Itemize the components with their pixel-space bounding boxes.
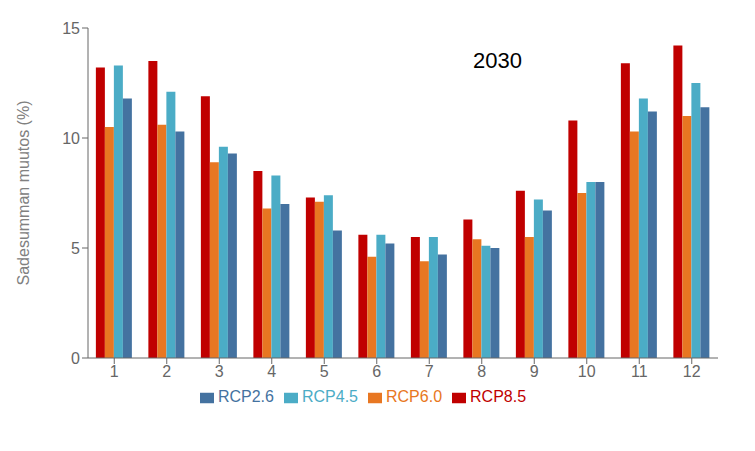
svg-text:6: 6	[372, 363, 381, 380]
svg-text:Sadesumman muutos (%): Sadesumman muutos (%)	[15, 101, 32, 286]
svg-text:5: 5	[320, 363, 329, 380]
svg-text:15: 15	[62, 20, 80, 37]
svg-text:10: 10	[578, 363, 596, 380]
svg-text:11: 11	[631, 363, 648, 380]
svg-text:8: 8	[477, 363, 486, 380]
html-text:RCP6.0: RCP6.0	[386, 388, 442, 405]
html-text:RCP4.5: RCP4.5	[302, 388, 358, 405]
svg-text:9: 9	[530, 363, 539, 380]
svg-text:0: 0	[71, 350, 80, 367]
html-text:RCP2.6: RCP2.6	[217, 388, 274, 405]
svg-text:4: 4	[267, 363, 276, 380]
svg-text:1: 1	[110, 363, 119, 380]
svg-text:5: 5	[71, 240, 80, 257]
html-text:2030: 2030	[473, 48, 522, 73]
svg-text:3: 3	[215, 363, 224, 380]
svg-text:12: 12	[683, 363, 701, 380]
svg-text:2: 2	[162, 363, 171, 380]
svg-text:10: 10	[62, 130, 80, 147]
svg-text:7: 7	[425, 363, 434, 380]
html-text:RCP8.5: RCP8.5	[470, 388, 527, 405]
